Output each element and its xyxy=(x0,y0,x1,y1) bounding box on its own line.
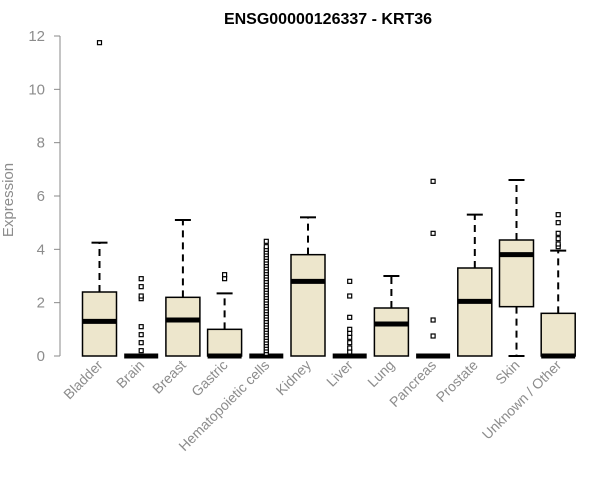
outlier-point xyxy=(430,178,436,184)
outlier-point xyxy=(138,332,144,338)
outlier-point xyxy=(555,220,561,226)
outlier-point xyxy=(347,345,353,351)
box-iqr xyxy=(165,296,201,357)
outlier-point xyxy=(555,230,561,236)
outlier-point xyxy=(430,317,436,323)
outlier-point xyxy=(138,293,144,299)
x-tick-label: Lung xyxy=(364,357,397,390)
outlier-point xyxy=(430,230,436,236)
box-iqr xyxy=(373,307,410,357)
outlier-point xyxy=(138,340,144,346)
box-iqr xyxy=(81,291,118,357)
x-tick-label: Bladder xyxy=(60,357,106,403)
box-group-unknown-other xyxy=(540,212,576,359)
chart-title: ENSG00000126337 - KRT36 xyxy=(224,11,432,28)
box-iqr xyxy=(206,328,243,357)
box-group-gastric xyxy=(206,272,243,359)
x-tick-label: Brain xyxy=(113,357,147,391)
box-group-breast xyxy=(165,219,201,357)
outlier-point xyxy=(347,349,353,355)
y-axis: 0 2 4 6 8 10 12 xyxy=(28,28,61,365)
y-tick-label: 12 xyxy=(28,28,45,45)
x-tick-label: Liver xyxy=(323,357,356,390)
box-iqr xyxy=(498,239,535,308)
outlier-point xyxy=(263,238,269,244)
outlier-point xyxy=(138,348,144,354)
box-iqr xyxy=(540,312,576,357)
outlier-point xyxy=(96,40,103,46)
y-tick-label: 10 xyxy=(28,81,45,98)
outlier-point xyxy=(555,241,561,247)
outlier-point xyxy=(138,324,144,330)
y-tick-label: 0 xyxy=(37,348,45,365)
y-tick-label: 4 xyxy=(37,241,45,258)
outlier-point xyxy=(347,330,353,336)
outlier-point xyxy=(222,276,228,282)
outlier-point xyxy=(430,333,436,339)
outlier-point xyxy=(347,340,353,346)
box-group-skin xyxy=(498,179,535,357)
plot-area xyxy=(81,40,576,359)
box-group-kidney xyxy=(290,216,326,357)
y-tick-label: 6 xyxy=(37,188,45,205)
x-tick-label: Unknown / Other xyxy=(479,357,565,443)
outlier-point xyxy=(555,212,561,218)
x-tick-label: Kidney xyxy=(273,357,315,399)
y-tick-label: 2 xyxy=(37,295,45,312)
box-iqr xyxy=(290,253,326,357)
outlier-point xyxy=(347,326,353,332)
y-tick-label: 8 xyxy=(37,135,45,152)
y-axis-label: Expression xyxy=(0,163,17,237)
outlier-point xyxy=(263,244,269,250)
outlier-point xyxy=(347,334,353,340)
box-group-liver xyxy=(332,278,367,359)
x-tick-label: Skin xyxy=(492,357,523,388)
box-group-hematopoietic-cells xyxy=(249,238,284,359)
box-group-pancreas xyxy=(416,178,451,359)
box-group-lung xyxy=(373,275,410,357)
outlier-point xyxy=(347,293,353,299)
box-group-bladder xyxy=(81,40,118,357)
outlier-point xyxy=(555,236,561,242)
x-tick-label: Prostate xyxy=(433,357,481,405)
box-group-prostate xyxy=(457,213,493,357)
outlier-point xyxy=(138,284,144,290)
box-group-brain xyxy=(124,276,159,359)
outlier-point xyxy=(222,272,228,278)
outlier-point xyxy=(347,314,353,320)
x-tick-label: Breast xyxy=(149,357,189,397)
outlier-point xyxy=(138,276,144,282)
outlier-point xyxy=(347,278,353,284)
box-iqr xyxy=(457,267,493,357)
